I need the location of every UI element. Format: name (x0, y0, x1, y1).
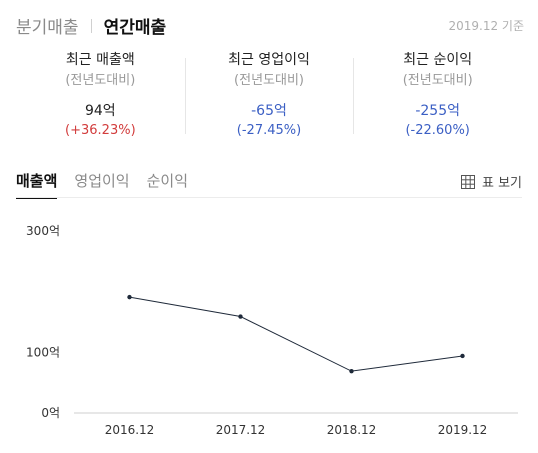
x-tick-label: 2018.12 (327, 423, 377, 437)
metric-title: 최근 매출액 (65, 52, 135, 68)
x-tick-label: 2019.12 (438, 423, 488, 437)
x-tick-label: 2016.12 (105, 423, 155, 437)
y-tick-label: 100억 (26, 345, 60, 359)
tab-divider-line (16, 197, 522, 198)
metric-title: 최근 순이익 (403, 52, 473, 68)
metric-title: 최근 영업이익 (228, 52, 310, 68)
tab-operating-profit[interactable]: 영업이익 (74, 172, 130, 190)
tab-sales[interactable]: 매출액 (16, 170, 58, 199)
metric-subtitle: (전년도대비) (65, 73, 136, 88)
data-point (238, 314, 243, 319)
data-point (460, 353, 465, 359)
summary-metrics: 최근 매출액 (전년도대비) 94억 (+36.23%) 최근 영업이익 (전년… (16, 50, 522, 142)
data-point (349, 368, 354, 374)
table-grid-icon (460, 174, 475, 189)
metric-change: (+36.23%) (65, 123, 136, 138)
metric-subtitle: (전년도대비) (234, 73, 304, 88)
tab-divider (90, 18, 92, 33)
metric-value: -65억 (251, 103, 287, 119)
tab-annual-sales[interactable]: 연간매출 (103, 18, 167, 38)
metric-recent-net-income: 최근 순이익 (전년도대비) -255억 (-22.60%) (353, 50, 522, 142)
metric-value: -255억 (415, 103, 460, 119)
x-tick-label: 2017.12 (216, 423, 266, 437)
metric-recent-sales: 최근 매출액 (전년도대비) 94억 (+36.23%) (16, 50, 185, 142)
basis-date: 2019.12 기준 (448, 19, 524, 33)
metric-recent-operating-profit: 최근 영업이익 (전년도대비) -65억 (-27.45%) (184, 50, 354, 142)
table-view-button[interactable]: 표 보기 (460, 172, 522, 191)
table-view-label: 표 보기 (481, 176, 522, 191)
metric-value: 94억 (84, 103, 116, 119)
data-point (127, 294, 132, 300)
metric-subtitle: (전년도대비) (402, 73, 473, 88)
metric-change: (-27.45%) (236, 123, 302, 138)
y-tick-label: 300억 (26, 224, 60, 238)
tab-net-income[interactable]: 순이익 (146, 172, 189, 190)
metric-tabs: 매출액 영업이익 순이익 (16, 170, 205, 199)
period-tabs: 분기매출 연간매출 (16, 13, 166, 38)
series-line (129, 296, 463, 372)
y-tick-label: 0억 (41, 406, 60, 420)
tab-quarterly-sales[interactable]: 분기매출 (16, 18, 79, 38)
metric-change: (-22.60%) (405, 123, 470, 138)
